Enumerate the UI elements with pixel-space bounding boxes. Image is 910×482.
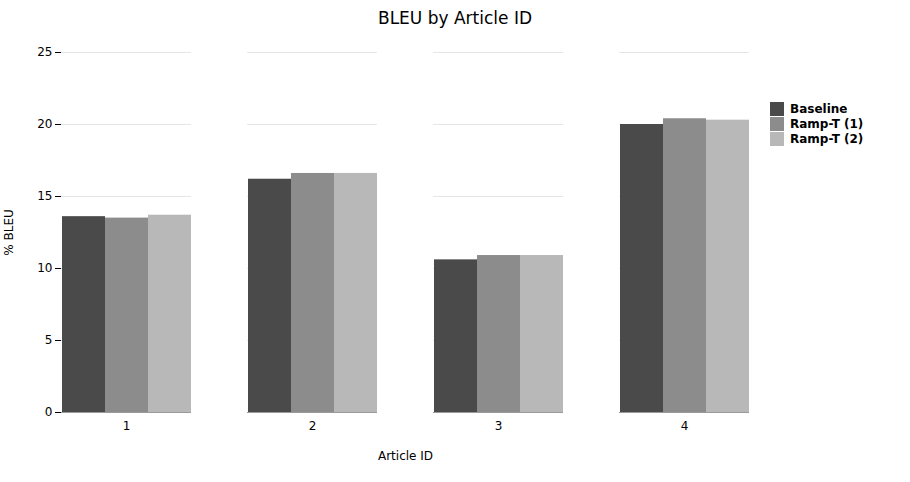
svg-text:5: 5 — [45, 333, 53, 347]
svg-text:0: 0 — [45, 405, 53, 419]
svg-text:4: 4 — [681, 419, 689, 433]
svg-text:2: 2 — [309, 419, 317, 433]
svg-text:20: 20 — [37, 117, 52, 131]
svg-text:25: 25 — [37, 45, 52, 59]
svg-text:3: 3 — [495, 419, 503, 433]
svg-text:% BLEU: % BLEU — [2, 209, 16, 256]
html-text:Ramp-T (2): Ramp-T (2) — [790, 132, 864, 146]
html-text:Ramp-T (1): Ramp-T (1) — [790, 117, 864, 131]
html-text:Baseline: Baseline — [790, 102, 848, 116]
html-text:BLEU by Article ID: BLEU by Article ID — [378, 8, 532, 28]
svg-text:15: 15 — [37, 189, 52, 203]
svg-text:Article ID: Article ID — [378, 449, 433, 463]
svg-text:10: 10 — [37, 261, 52, 275]
svg-text:1: 1 — [123, 419, 131, 433]
